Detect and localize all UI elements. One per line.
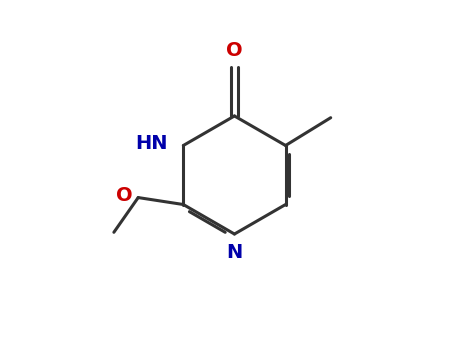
Text: O: O [116, 186, 133, 205]
Text: O: O [226, 41, 243, 61]
Text: N: N [226, 243, 243, 262]
Text: HN: HN [135, 134, 168, 153]
